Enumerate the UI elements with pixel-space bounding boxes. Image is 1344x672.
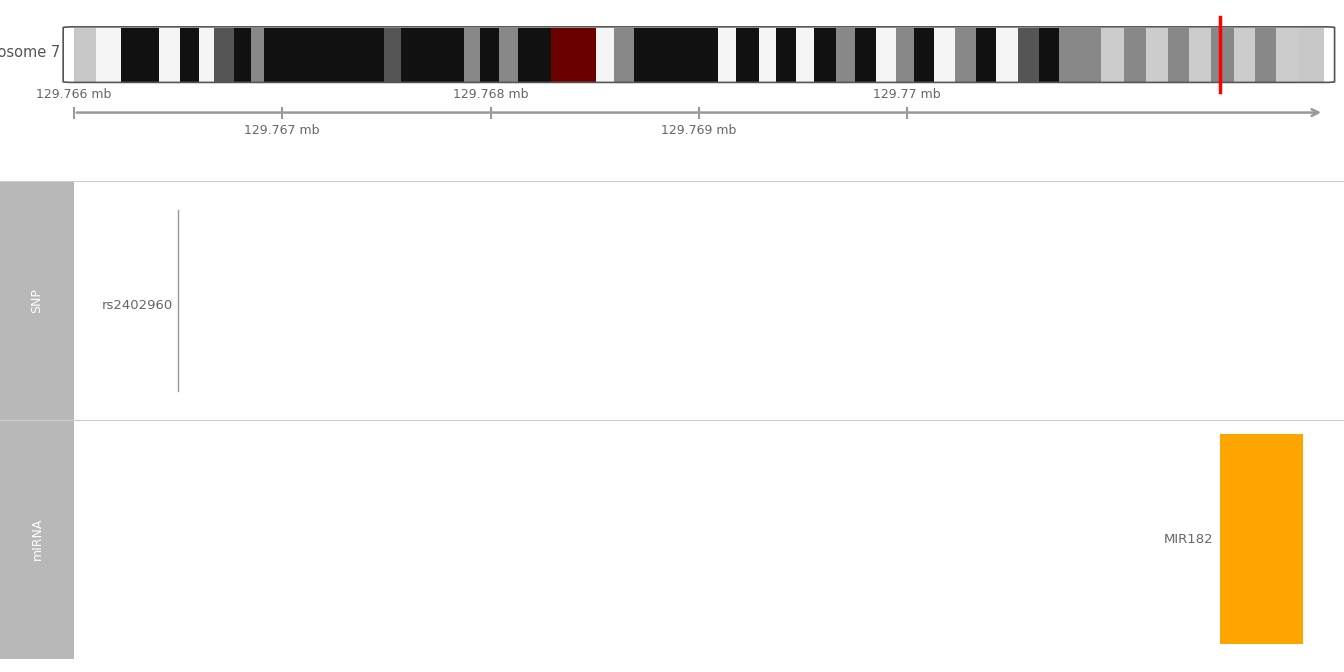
Bar [0,181,74,420]
Text: 129.77 mb: 129.77 mb [874,88,941,101]
Bar [976,28,996,82]
Bar [1017,28,1039,82]
Bar [364,28,384,82]
Bar [297,28,314,82]
FancyBboxPatch shape [63,27,1335,83]
Bar [836,28,855,82]
Bar [499,28,517,82]
Bar [718,28,737,82]
Bar [280,28,297,82]
Bar [347,28,364,82]
Text: SNP: SNP [31,288,43,313]
Bar [517,28,534,82]
Bar [1255,28,1277,82]
Text: 129.768 mb: 129.768 mb [453,88,528,101]
Bar [159,28,180,82]
Bar [442,28,464,82]
Bar [331,28,347,82]
Bar [74,28,97,82]
Bar [534,28,551,82]
Bar [696,28,718,82]
Bar [199,28,214,82]
Bar [464,28,480,82]
Bar [1124,28,1146,82]
Bar [121,28,159,82]
Bar [597,28,614,82]
Bar [759,28,777,82]
Bar [676,28,696,82]
Bar [996,28,1017,82]
Text: 129.767 mb: 129.767 mb [245,124,320,137]
Bar [97,28,121,82]
Bar [956,28,976,82]
Bar [0,420,74,659]
Bar [777,28,797,82]
Bar [234,28,251,82]
Bar [251,28,263,82]
Bar [480,28,499,82]
Bar [1220,434,1302,644]
Bar [574,28,597,82]
Bar [1211,28,1234,82]
Bar [263,28,280,82]
Bar [1168,28,1189,82]
Bar [384,28,402,82]
Bar [1298,28,1324,82]
Bar [737,28,759,82]
Bar [814,28,836,82]
Bar [914,28,934,82]
Text: MIR182: MIR182 [1164,533,1214,546]
Bar [180,28,199,82]
Bar [314,28,331,82]
Bar [655,28,676,82]
Bar [1039,28,1059,82]
Bar [797,28,814,82]
Bar [1146,28,1168,82]
Bar [422,28,442,82]
Text: 129.769 mb: 129.769 mb [661,124,737,137]
Text: 129.766 mb: 129.766 mb [36,88,112,101]
Bar [1101,28,1124,82]
Text: mIRNA: mIRNA [31,518,43,560]
Bar [1234,28,1255,82]
Bar [614,28,634,82]
Bar [634,28,655,82]
Bar [1081,28,1101,82]
Bar [1059,28,1081,82]
Bar [934,28,956,82]
Bar [876,28,896,82]
Text: rs2402960: rs2402960 [101,299,173,312]
Text: Chromosome 7: Chromosome 7 [0,44,60,60]
Bar [896,28,914,82]
Bar [1277,28,1298,82]
Bar [1189,28,1211,82]
Bar [214,28,234,82]
Bar [551,28,574,82]
Bar [855,28,876,82]
Bar [402,28,422,82]
